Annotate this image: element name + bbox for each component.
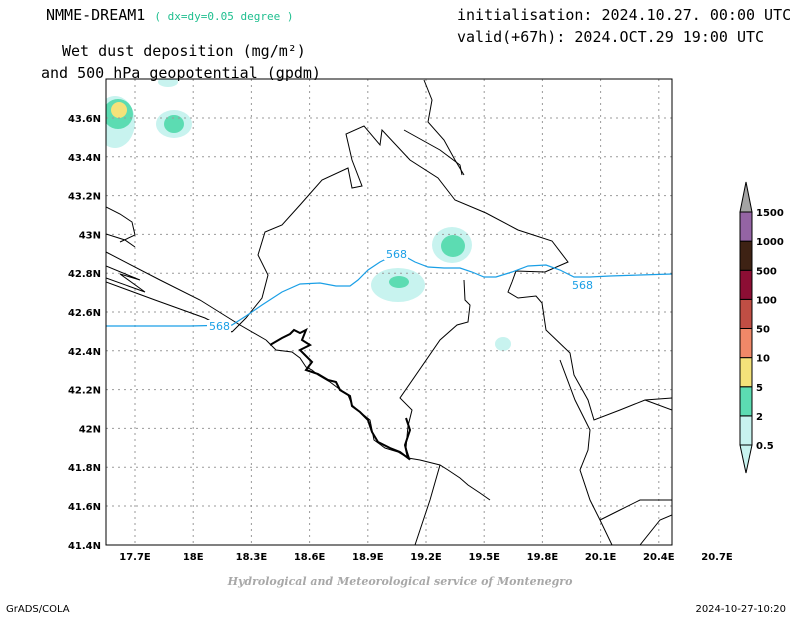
colorbar-label: 10 <box>756 354 770 365</box>
latitude-labels: 43.6N 43.4N 43.2N 43N 42.8N 42.6N 42.4N 42.2N 42… <box>68 114 101 552</box>
colorbar-swatch <box>739 298 753 329</box>
longitude-labels: 17.7E 18E 18.3E 18.6E 18.9E 19.2E 19.5E 19.8E 20… <box>119 552 733 563</box>
valid-time: valid(+67h): 2024.OCT.29 19:00 UTC <box>457 28 765 46</box>
contour-label: 568 <box>209 320 230 333</box>
lon-label: 19.5E <box>468 552 500 563</box>
dust-blob-nw <box>106 96 135 148</box>
model-title: NMME-DREAM1 ( dx=dy=0.05 degree ) <box>46 6 293 24</box>
field-title: Wet dust deposition (mg/m²) <box>62 42 306 60</box>
colorbar-label: 1500 <box>756 208 784 219</box>
colorbar-swatch <box>739 211 753 242</box>
colorbar-label: 100 <box>756 295 777 306</box>
contour-label: 568 <box>572 279 593 292</box>
lat-label: 42.8N <box>68 269 101 280</box>
coastline-montenegro <box>269 327 412 461</box>
colorbar-swatch <box>739 328 753 359</box>
colorbar-swatch <box>739 269 753 300</box>
credit-text: Hydrological and Meteorological service … <box>227 575 573 588</box>
colorbar-label: 0.5 <box>756 441 774 452</box>
contour-labels: 568 568 568 <box>207 248 594 333</box>
model-name: NMME-DREAM1 <box>46 6 146 24</box>
map-frame <box>105 78 673 546</box>
colorbar-swatch <box>739 240 753 271</box>
dust-blob-small <box>495 337 511 351</box>
lat-label: 42.4N <box>68 347 101 358</box>
colorbar-label: 1000 <box>756 237 784 248</box>
lon-label: 18E <box>183 552 204 563</box>
geopotential-contour-568 <box>106 255 672 327</box>
dust-blob-central <box>371 268 425 302</box>
lon-label: 18.3E <box>236 552 268 563</box>
colorbar-label: 500 <box>756 266 777 277</box>
colorbar-swatch <box>739 357 753 388</box>
contour-label: 568 <box>386 248 407 261</box>
lon-label: 20.1E <box>585 552 617 563</box>
dust-blob-north <box>156 110 192 138</box>
init-time: initialisation: 2024.10.27. 00:00 UTC <box>457 6 792 24</box>
colorbar-swatch <box>739 386 753 417</box>
map-area <box>106 79 672 545</box>
lat-label: 41.8N <box>68 463 101 474</box>
lat-label: 43.2N <box>68 192 101 203</box>
field-subtitle: and 500 hPa geopotential (gpdm) <box>41 64 321 82</box>
lat-label: 43N <box>79 230 101 241</box>
lon-label: 18.9E <box>352 552 384 563</box>
lat-label: 43.6N <box>68 114 101 125</box>
lon-label: 19.2E <box>410 552 442 563</box>
model-resolution: ( dx=dy=0.05 degree ) <box>154 10 294 23</box>
render-timestamp: 2024-10-27-10:20 <box>695 604 786 615</box>
lat-label: 42.2N <box>68 386 101 397</box>
software-label: GrADS/COLA <box>6 604 70 615</box>
colorbar-label: 5 <box>756 383 763 394</box>
colorbar-label: 50 <box>756 325 770 336</box>
lon-label: 20.4E <box>643 552 675 563</box>
lat-label: 41.6N <box>68 502 101 513</box>
dust-blob-east <box>432 227 472 263</box>
lat-label: 42N <box>79 424 101 435</box>
colorbar-min-arrow <box>739 444 753 474</box>
lon-label: 17.7E <box>119 552 151 563</box>
dust-blob-top <box>158 79 178 87</box>
colorbar-swatch <box>739 415 753 446</box>
colorbar: 0.5 2 5 10 50 100 500 1000 1500 <box>739 181 784 474</box>
lat-label: 42.6N <box>68 308 101 319</box>
colorbar-label: 2 <box>756 412 763 423</box>
lon-label: 19.8E <box>527 552 559 563</box>
colorbar-max-arrow <box>739 181 753 213</box>
lon-label: 20.7E <box>701 552 733 563</box>
lat-label: 43.4N <box>68 153 101 164</box>
lat-lon-grid <box>106 79 672 545</box>
lat-label: 41.4N <box>68 541 101 552</box>
lon-label: 18.6E <box>294 552 326 563</box>
